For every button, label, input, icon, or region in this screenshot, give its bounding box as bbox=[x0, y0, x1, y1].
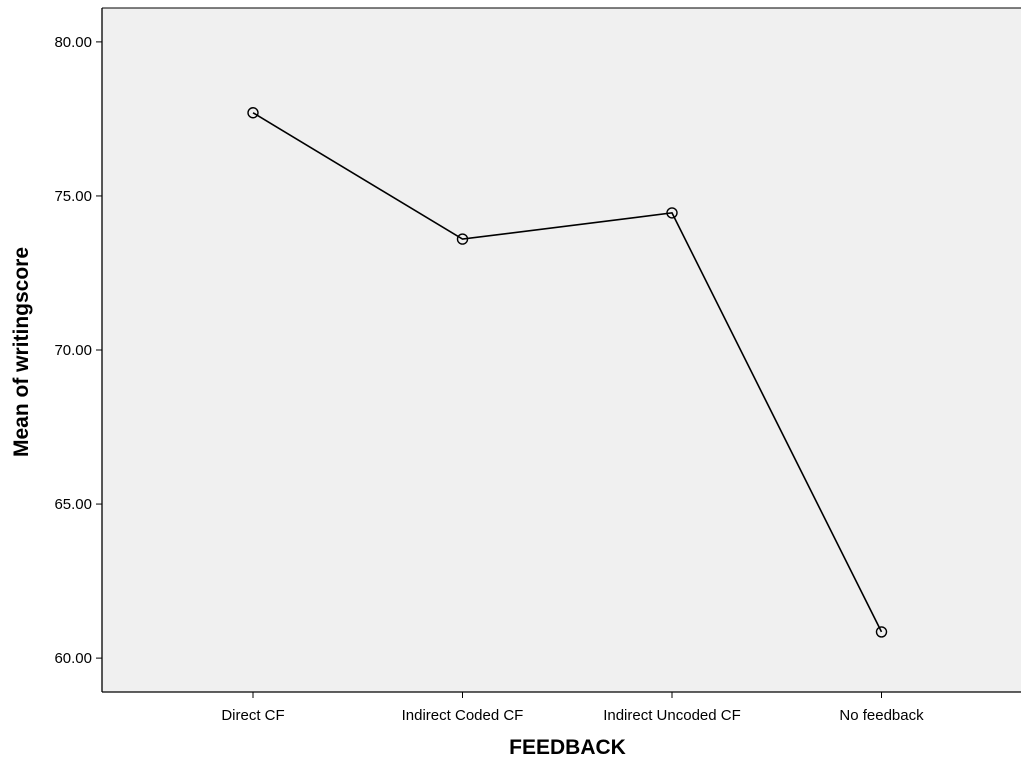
data-point bbox=[456, 233, 469, 245]
x-tick-label: Indirect Coded CF bbox=[402, 707, 524, 724]
y-tick-label: 70.00 bbox=[54, 342, 92, 359]
y-axis-ticks: 60.00 65.00 70.00 75.00 80.00 bbox=[54, 34, 102, 667]
x-axis-ticks: Direct CF Indirect Coded CF Indirect Uncod… bbox=[221, 692, 924, 724]
x-axis-title: FEEDBACK bbox=[509, 736, 626, 759]
y-tick-label: 65.00 bbox=[54, 496, 92, 513]
data-point bbox=[875, 626, 888, 638]
plot-area bbox=[102, 8, 1021, 692]
x-tick-label: Indirect Uncoded CF bbox=[603, 707, 741, 724]
y-tick-label: 75.00 bbox=[54, 188, 92, 205]
y-axis-title: Mean of writingscore bbox=[10, 247, 33, 457]
data-point bbox=[247, 107, 259, 119]
y-tick-label: 60.00 bbox=[54, 650, 92, 667]
x-tick-label: Direct CF bbox=[221, 707, 284, 724]
x-tick-label: No feedback bbox=[839, 707, 924, 724]
y-tick-label: 80.00 bbox=[54, 34, 92, 51]
series-line bbox=[252, 112, 883, 633]
series-markers bbox=[247, 107, 888, 638]
data-point bbox=[666, 207, 678, 219]
